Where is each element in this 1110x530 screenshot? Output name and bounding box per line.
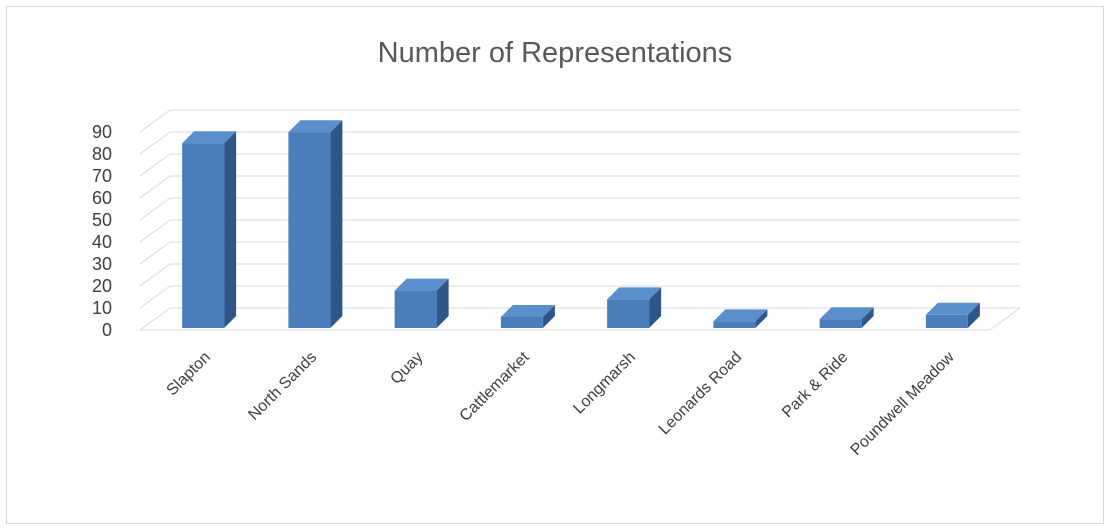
x-axis-categories: Slapton North Sands Quay Cattlemarket Longma… [164, 348, 958, 459]
x-category-label-1: North Sands [245, 349, 320, 424]
bar-0 [182, 131, 237, 328]
gridline-depth-80 [139, 131, 171, 155]
bar-front-4 [607, 299, 650, 328]
gridline-depth-30 [139, 241, 171, 265]
bar-front-7 [925, 314, 968, 328]
gridline-depth-40 [139, 219, 171, 243]
y-tick-label-80: 80 [92, 144, 112, 164]
bar-side-7 [967, 302, 980, 328]
x-category-label-4: Longmarsh [570, 349, 639, 418]
bar-side-4 [649, 287, 662, 328]
bar-top-2 [394, 278, 449, 291]
gridline-depth-70 [139, 153, 171, 177]
gridline-depth-20 [139, 263, 171, 287]
gridline-depth-10 [139, 285, 171, 309]
bar-2 [394, 278, 449, 328]
bar-top-7 [925, 302, 980, 315]
gridline-depth-60 [139, 175, 171, 199]
y-tick-label-30: 30 [92, 254, 112, 274]
y-tick-label-10: 10 [92, 298, 112, 318]
y-tick-label-40: 40 [92, 232, 112, 252]
bar-top-1 [288, 120, 343, 133]
bar-top-0 [182, 131, 237, 144]
y-tick-label-50: 50 [92, 210, 112, 230]
bar-side-6 [861, 307, 874, 328]
bar-5 [713, 309, 768, 328]
bar-side-0 [224, 131, 237, 328]
bar-side-2 [436, 278, 449, 328]
bar-front-5 [713, 321, 756, 328]
y-tick-label-0: 0 [102, 320, 112, 340]
y-tick-label-20: 20 [92, 276, 112, 296]
bar-side-3 [542, 305, 555, 328]
y-tick-label-70: 70 [92, 166, 112, 186]
chart-title: Number of Representations [378, 37, 733, 69]
x-category-label-6: Park & Ride [779, 349, 851, 421]
bar-front-3 [500, 317, 543, 328]
bar-3 [500, 305, 555, 328]
y-tick-label-60: 60 [92, 188, 112, 208]
x-category-label-0: Slapton [164, 349, 214, 399]
bar-1 [288, 120, 343, 328]
bar-top-3 [500, 305, 555, 317]
bar-front-0 [182, 143, 225, 328]
bar-top-5 [713, 309, 768, 322]
y-tick-label-90: 90 [92, 122, 112, 142]
bar-6 [819, 307, 874, 328]
bar-front-6 [819, 319, 862, 328]
gridline-depth-50 [139, 197, 171, 221]
bar-front-2 [394, 290, 437, 328]
bar-front-1 [288, 132, 331, 328]
bar-7 [925, 302, 980, 328]
bar-top-6 [819, 307, 874, 320]
gridline-depth-0 [139, 307, 171, 331]
bar-top-4 [607, 287, 662, 300]
x-category-label-7: Poundwell Meadow [848, 348, 958, 458]
bar-side-1 [330, 120, 343, 328]
bar-4 [607, 287, 662, 328]
x-category-label-2: Quay [387, 349, 426, 388]
x-category-label-3: Cattlemarket [457, 348, 534, 425]
gridlines [139, 109, 1021, 331]
floor-right-edge [989, 307, 1021, 331]
bar-side-5 [755, 309, 768, 328]
bars [182, 120, 980, 328]
x-category-label-5: Leonards Road [656, 349, 745, 438]
gridline-depth-90 [139, 109, 171, 133]
